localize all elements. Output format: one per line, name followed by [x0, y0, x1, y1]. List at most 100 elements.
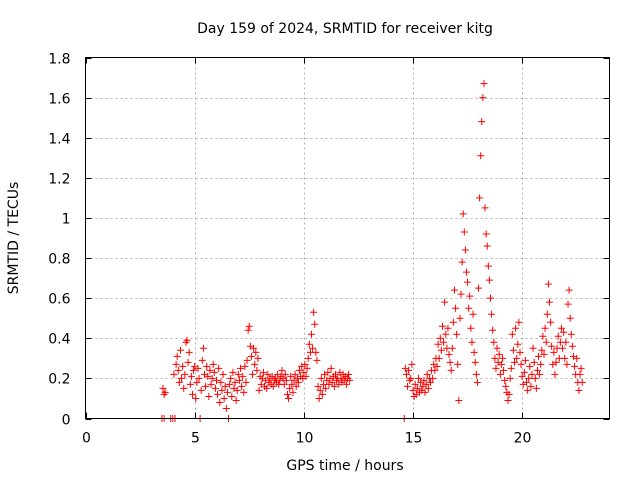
data-point [159, 384, 167, 392]
data-point [302, 372, 310, 380]
data-point [213, 376, 220, 384]
data-point [567, 330, 575, 338]
data-point [280, 380, 288, 388]
data-point [405, 366, 413, 374]
data-point [203, 362, 211, 370]
data-point [431, 366, 439, 374]
data-point [342, 380, 350, 388]
data-point [291, 370, 299, 378]
data-point [311, 320, 319, 328]
data-point [533, 366, 541, 374]
data-point [309, 344, 317, 352]
data-point [552, 358, 560, 366]
data-point [238, 382, 246, 390]
data-point [426, 378, 434, 386]
data-point [461, 246, 469, 254]
data-point [295, 366, 303, 374]
data-point [540, 350, 548, 358]
data-point [448, 344, 456, 352]
data-point [186, 380, 194, 388]
data-point [209, 360, 217, 368]
data-point [421, 388, 429, 396]
data-point [543, 310, 551, 318]
data-point [487, 294, 495, 302]
data-point [328, 378, 336, 386]
data-point [576, 370, 584, 378]
y-tick-label: 1.2 [48, 172, 70, 188]
data-point [565, 286, 573, 294]
data-point [493, 344, 501, 352]
data-point [235, 376, 243, 384]
data-point [202, 382, 210, 390]
data-point [568, 342, 576, 350]
data-point [563, 360, 571, 368]
data-point [183, 336, 191, 344]
data-point [188, 390, 196, 398]
y-tick-label: 1 [62, 212, 71, 228]
data-point [314, 382, 322, 390]
data-point [501, 376, 509, 384]
data-point [526, 362, 534, 370]
data-point [462, 268, 470, 276]
data-point [185, 348, 193, 356]
data-point [285, 394, 293, 402]
data-point [484, 262, 492, 270]
data-point [294, 378, 302, 386]
data-point [315, 394, 323, 402]
data-point [205, 392, 213, 400]
data-point [327, 364, 335, 372]
data-point [407, 374, 415, 382]
data-point [465, 304, 473, 312]
data-point [217, 378, 225, 386]
data-point [445, 350, 453, 358]
data-point [456, 314, 464, 322]
data-point [234, 370, 242, 378]
data-point [303, 364, 311, 372]
y-tick-label: 1.8 [48, 52, 70, 68]
data-point [316, 386, 324, 394]
data-point [216, 398, 224, 406]
data-point [520, 368, 528, 376]
data-point [193, 378, 201, 386]
data-point [506, 374, 514, 382]
data-point [301, 360, 309, 368]
data-point [251, 360, 259, 368]
data-point [187, 372, 195, 380]
data-point [282, 376, 290, 384]
data-point [509, 346, 517, 354]
data-point [440, 338, 448, 346]
data-point [454, 360, 462, 368]
data-point [210, 368, 218, 376]
data-point [434, 340, 442, 348]
data-point [254, 354, 262, 362]
data-point [511, 358, 519, 366]
y-tick-label: 0.6 [48, 292, 70, 308]
data-point [263, 384, 271, 392]
data-point [237, 364, 245, 372]
data-point [488, 310, 496, 318]
data-point [413, 384, 421, 392]
data-point [411, 380, 419, 388]
data-point [331, 370, 339, 378]
data-point [469, 310, 477, 318]
y-tick-label: 0.8 [48, 252, 70, 268]
data-point [457, 290, 465, 298]
data-point [548, 342, 556, 350]
data-point [550, 348, 558, 356]
data-point [229, 368, 237, 376]
data-point [528, 370, 536, 378]
data-point [480, 80, 488, 88]
data-point [452, 304, 460, 312]
data-point [571, 362, 579, 370]
data-point [518, 372, 526, 380]
data-point [286, 384, 294, 392]
y-tick-label: 1.6 [48, 92, 70, 108]
data-point [259, 368, 267, 376]
y-tick-label: 0.2 [48, 372, 70, 388]
data-point [473, 378, 481, 386]
data-point [531, 374, 539, 382]
data-point [447, 366, 455, 374]
data-point [444, 324, 452, 332]
data-point [525, 374, 533, 382]
data-point [505, 390, 513, 398]
